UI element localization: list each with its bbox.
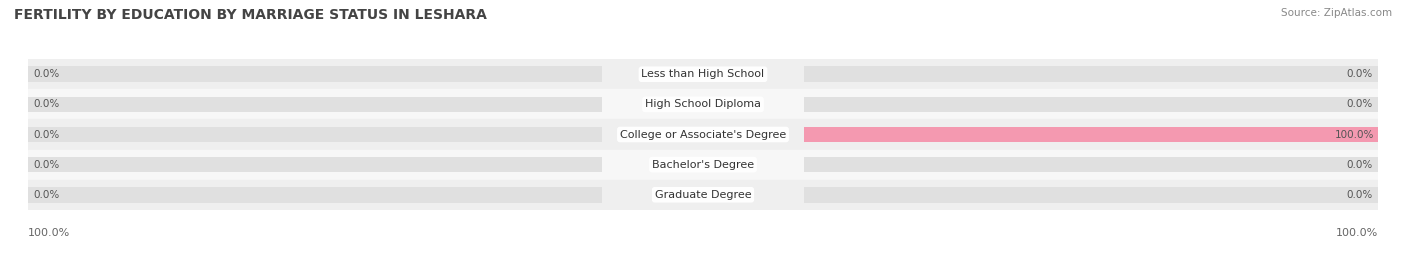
- Text: Bachelor's Degree: Bachelor's Degree: [652, 160, 754, 170]
- Bar: [28, 127, 602, 142]
- Bar: [28, 180, 1378, 210]
- Text: 0.0%: 0.0%: [1346, 69, 1372, 79]
- Text: 0.0%: 0.0%: [1346, 99, 1372, 109]
- Text: Graduate Degree: Graduate Degree: [655, 190, 751, 200]
- Text: 0.0%: 0.0%: [34, 160, 60, 170]
- Text: 0.0%: 0.0%: [1346, 190, 1372, 200]
- Text: FERTILITY BY EDUCATION BY MARRIAGE STATUS IN LESHARA: FERTILITY BY EDUCATION BY MARRIAGE STATU…: [14, 8, 486, 22]
- Text: 0.0%: 0.0%: [34, 129, 60, 140]
- Text: College or Associate's Degree: College or Associate's Degree: [620, 129, 786, 140]
- Text: Source: ZipAtlas.com: Source: ZipAtlas.com: [1281, 8, 1392, 18]
- Bar: [28, 66, 602, 82]
- Text: 100.0%: 100.0%: [1336, 129, 1375, 140]
- Bar: [28, 97, 602, 112]
- Bar: [28, 187, 602, 203]
- Bar: [804, 66, 1378, 82]
- Bar: [804, 127, 1378, 142]
- Bar: [28, 150, 1378, 180]
- Text: 0.0%: 0.0%: [34, 69, 60, 79]
- Bar: [804, 97, 1378, 112]
- Bar: [28, 157, 602, 172]
- Bar: [28, 59, 1378, 89]
- Bar: [28, 89, 1378, 119]
- Bar: [804, 127, 1378, 142]
- Text: 100.0%: 100.0%: [28, 228, 70, 238]
- Bar: [804, 187, 1378, 203]
- Bar: [28, 119, 1378, 150]
- Bar: [804, 157, 1378, 172]
- Text: 0.0%: 0.0%: [34, 190, 60, 200]
- Text: High School Diploma: High School Diploma: [645, 99, 761, 109]
- Text: 0.0%: 0.0%: [1346, 160, 1372, 170]
- Text: 100.0%: 100.0%: [1336, 228, 1378, 238]
- Text: Less than High School: Less than High School: [641, 69, 765, 79]
- Legend: Married, Unmarried: Married, Unmarried: [623, 267, 783, 269]
- Text: 0.0%: 0.0%: [34, 99, 60, 109]
